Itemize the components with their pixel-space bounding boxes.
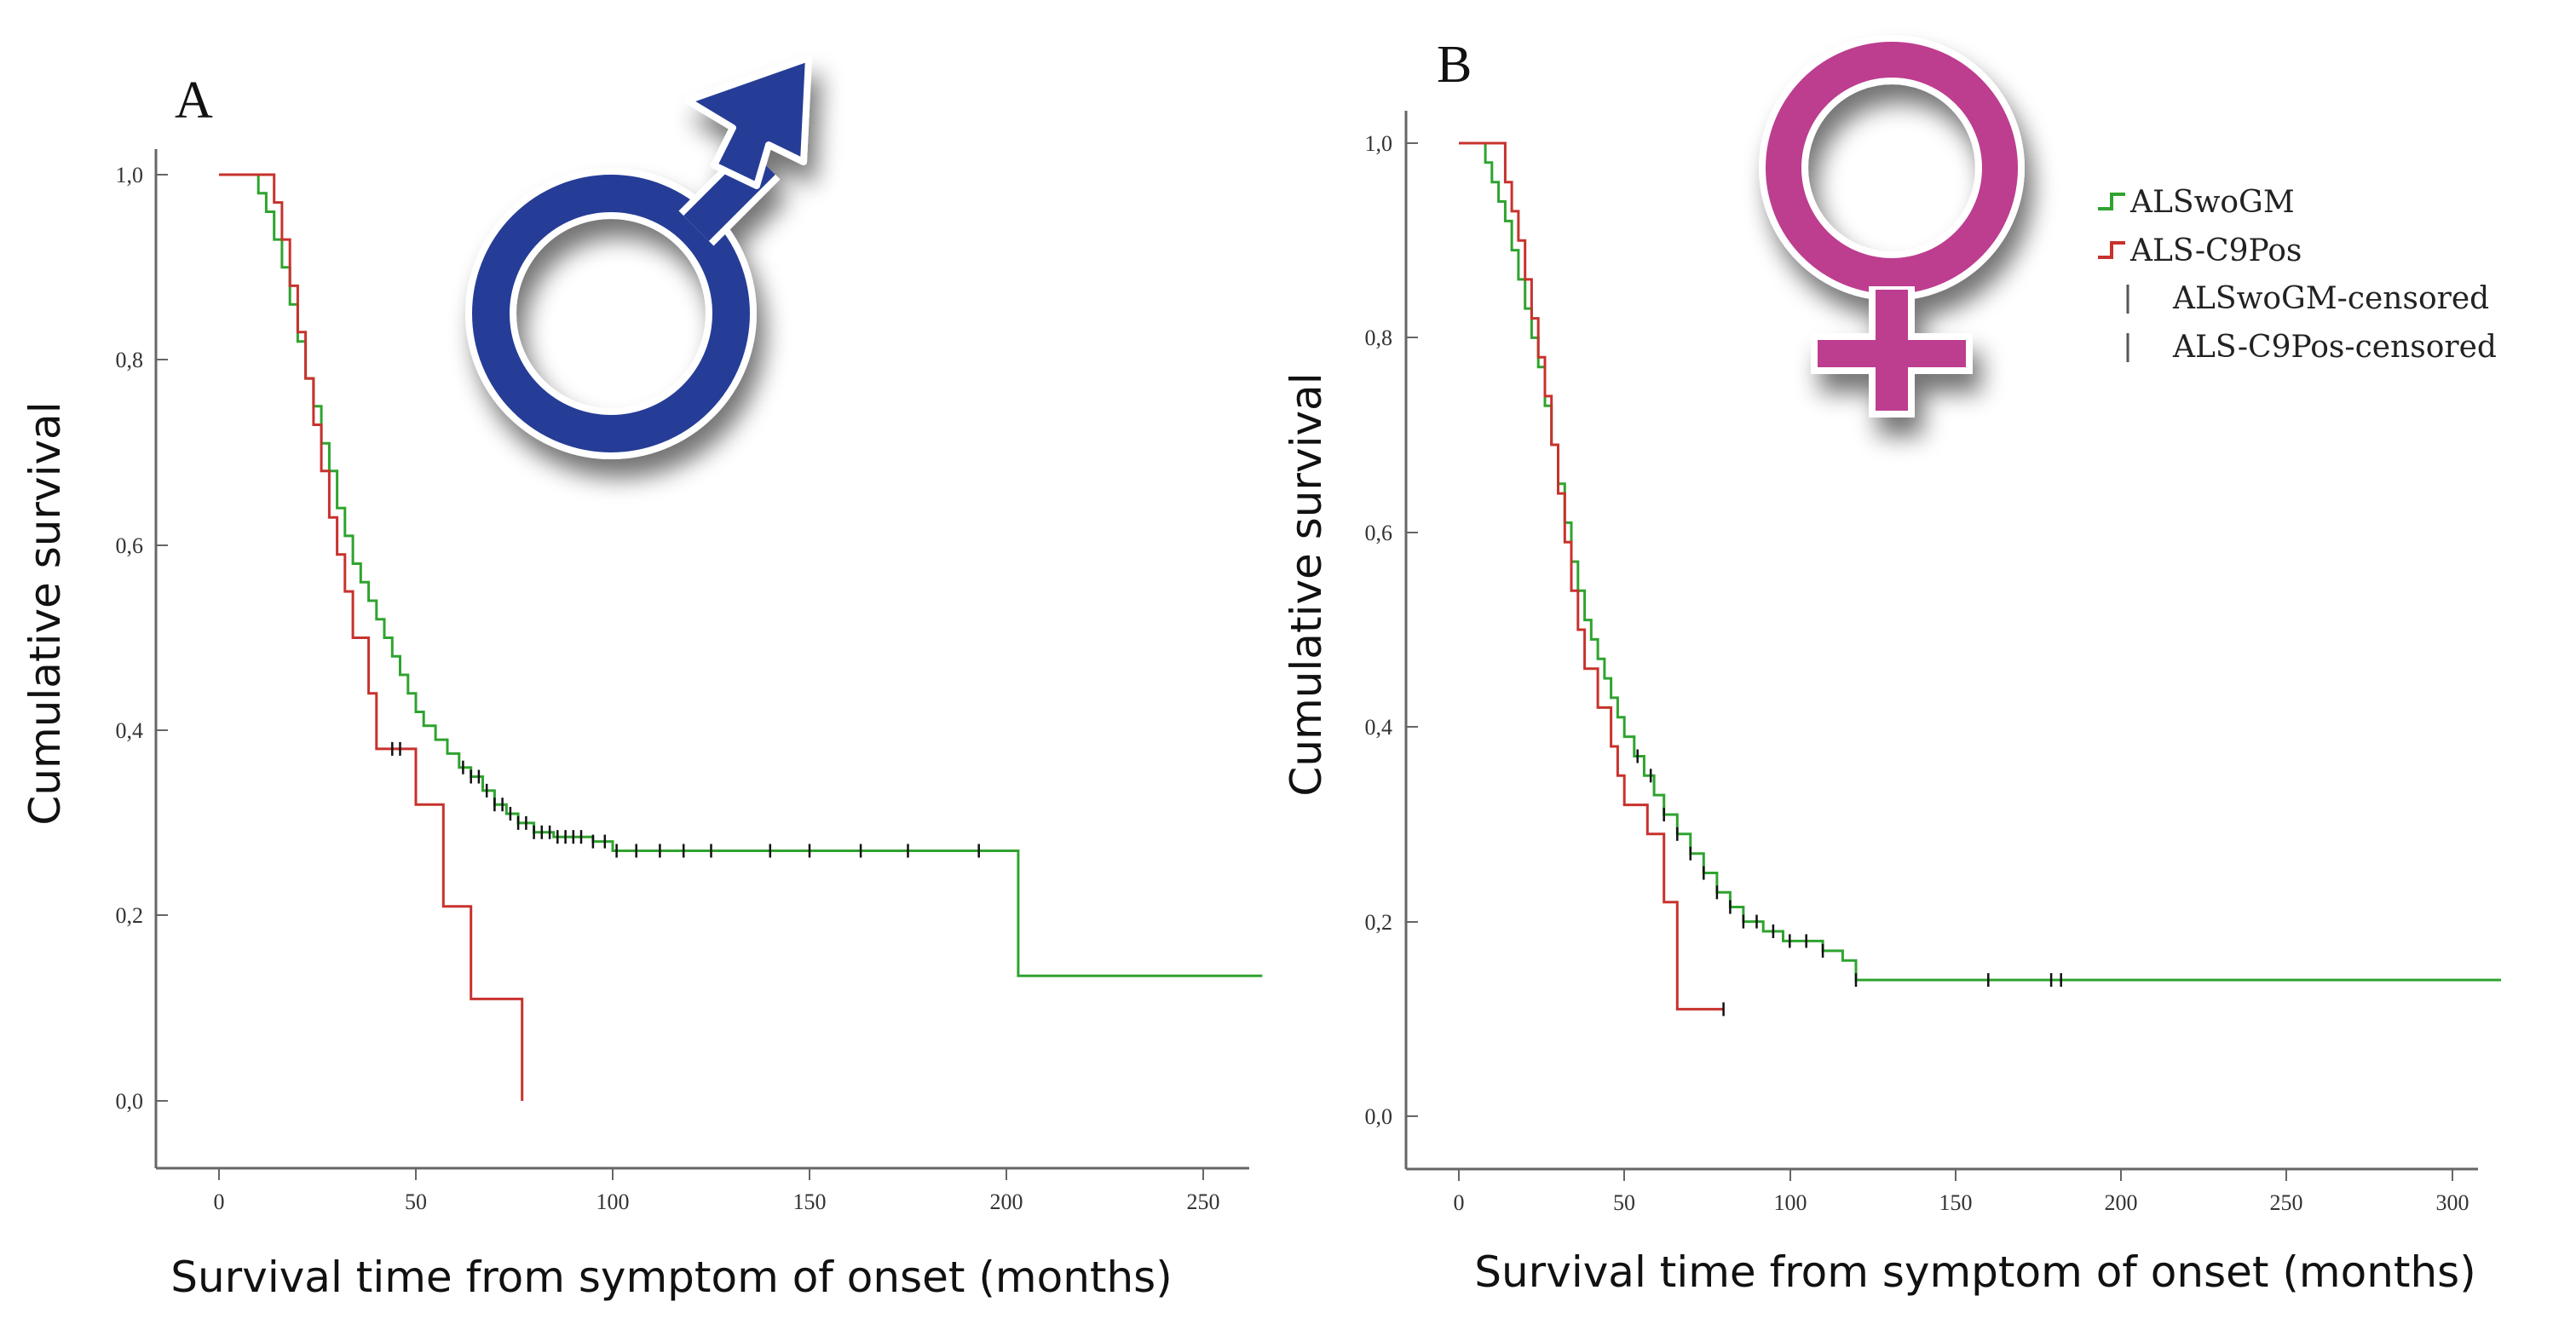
x-tick-label: 200 xyxy=(2105,1190,2138,1215)
y-tick-label: 0,0 xyxy=(1365,1104,1393,1129)
x-axis-title-a: Survival time from symptom of onset (mon… xyxy=(170,1253,1173,1302)
km-curve-als-c9pos xyxy=(1459,141,1724,1011)
y-ticks-b: 0,0 0,2 0,4 0,6 0,8 1,0 xyxy=(1365,131,1418,1129)
panel-a: A Cumulative survival Survival time from… xyxy=(20,55,1263,1302)
km-curve-alswogm xyxy=(1459,141,2502,982)
legend-swatch-alsc9pos xyxy=(2098,241,2125,259)
y-axis-title-b: Cumulative survival xyxy=(1282,372,1331,796)
y-tick-label: 0,2 xyxy=(1365,910,1393,935)
series-group-b xyxy=(1459,141,2502,1017)
x-axis-title-b: Survival time from symptom of onset (mon… xyxy=(1474,1247,2476,1297)
x-tick-label: 150 xyxy=(793,1189,827,1214)
legend-label: ALSwoGM-censored xyxy=(2172,281,2489,316)
legend-item-alswogm: ALSwoGM xyxy=(2098,185,2295,220)
y-tick-label: 0,0 xyxy=(116,1089,144,1114)
x-tick-label: 200 xyxy=(990,1189,1023,1214)
x-tick-label: 250 xyxy=(1187,1189,1220,1214)
y-tick-label: 1,0 xyxy=(1365,131,1393,156)
y-tick-label: 0,6 xyxy=(116,533,144,558)
x-tick-label: 300 xyxy=(2436,1190,2469,1215)
x-tick-label: 100 xyxy=(1774,1190,1807,1215)
y-tick-label: 0,4 xyxy=(1365,715,1393,740)
legend-item-alsc9pos: ALS-C9Pos xyxy=(2098,233,2302,268)
female-symbol-icon xyxy=(1759,35,2025,418)
legend-swatch-alswogm xyxy=(2098,193,2125,210)
legend-item-alswogm-censored: ALSwoGM-censored xyxy=(2126,281,2489,316)
x-tick-label: 100 xyxy=(596,1189,630,1214)
x-tick-label: 0 xyxy=(1454,1190,1465,1215)
km-curve-als-c9pos xyxy=(219,173,524,1101)
y-tick-label: 0,2 xyxy=(116,903,144,928)
panel-letter-a: A xyxy=(175,72,213,130)
panel-b: B ALSwoGM ALS-C9Pos ALSwoGM-censored xyxy=(1282,35,2502,1297)
y-tick-label: 0,6 xyxy=(1365,521,1393,545)
x-tick-label: 250 xyxy=(2270,1190,2303,1215)
legend: ALSwoGM ALS-C9Pos ALSwoGM-censored ALS-C… xyxy=(2098,185,2497,365)
legend-label: ALS-C9Pos-censored xyxy=(2172,330,2497,365)
x-tick-label: 50 xyxy=(405,1189,427,1214)
legend-label: ALS-C9Pos xyxy=(2129,233,2302,268)
plot-area-b: 0,0 0,2 0,4 0,6 0,8 1,0 0 50 100 150 200 xyxy=(1365,111,2502,1215)
y-tick-label: 0,8 xyxy=(116,348,144,372)
male-symbol-icon xyxy=(465,55,812,459)
y-tick-label: 1,0 xyxy=(116,163,144,187)
panel-letter-b: B xyxy=(1437,36,1472,94)
y-tick-label: 0,8 xyxy=(1365,325,1393,350)
x-ticks-a: 0 50 100 150 200 250 xyxy=(214,1168,1220,1214)
y-ticks-a: 0,0 0,2 0,4 0,6 0,8 1,0 xyxy=(116,163,168,1114)
y-axis-title-a: Cumulative survival xyxy=(20,401,70,825)
legend-label: ALSwoGM xyxy=(2129,185,2295,220)
series-group-a xyxy=(219,173,1263,1101)
legend-item-alsc9pos-censored: ALS-C9Pos-censored xyxy=(2126,330,2497,365)
x-tick-label: 50 xyxy=(1613,1190,1635,1215)
x-tick-label: 150 xyxy=(1939,1190,1973,1215)
x-ticks-b: 0 50 100 150 200 250 300 xyxy=(1454,1169,2469,1215)
plot-area-a: 0,0 0,2 0,4 0,6 0,8 1,0 0 50 100 150 200… xyxy=(116,149,1263,1214)
y-tick-label: 0,4 xyxy=(116,718,144,743)
x-tick-label: 0 xyxy=(214,1189,225,1214)
